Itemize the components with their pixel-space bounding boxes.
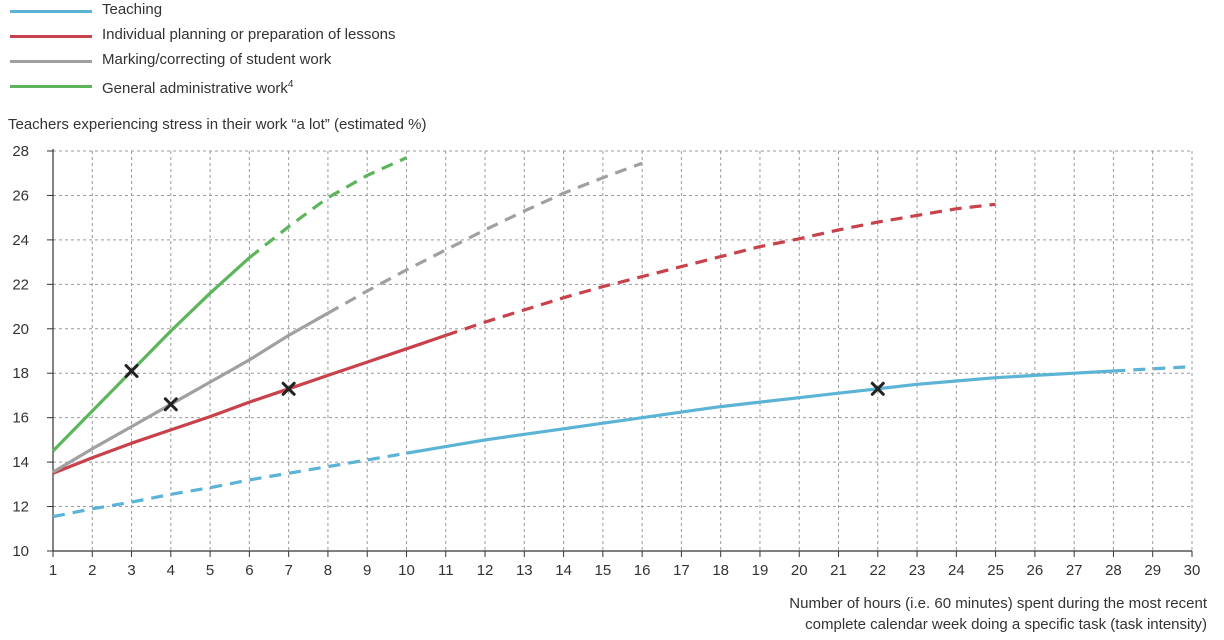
marker-planning-stroke-b bbox=[281, 381, 296, 396]
y-tick-label-26: 26 bbox=[12, 187, 29, 204]
x-tick-label-19: 19 bbox=[752, 562, 769, 579]
x-tick-label-13: 13 bbox=[516, 562, 533, 579]
x-tick-label-20: 20 bbox=[791, 562, 808, 579]
series-line-teaching-projected-high bbox=[1113, 365, 1193, 373]
y-tick-label-18: 18 bbox=[12, 365, 29, 382]
series-line-planning-projected-high bbox=[445, 202, 996, 337]
series-line-planning-observed bbox=[52, 333, 447, 475]
x-tick-label-5: 5 bbox=[206, 562, 214, 579]
y-tick-label-12: 12 bbox=[12, 499, 29, 516]
marker-marking-stroke-b bbox=[163, 397, 178, 412]
x-tick-label-30: 30 bbox=[1184, 562, 1201, 579]
x-tick-label-23: 23 bbox=[909, 562, 926, 579]
x-tick-label-21: 21 bbox=[830, 562, 847, 579]
marker-planning bbox=[281, 381, 296, 396]
series-line-teaching-projected-low bbox=[52, 451, 407, 519]
legend-swatch-teaching bbox=[10, 10, 92, 13]
marker-teaching bbox=[870, 381, 885, 396]
y-tick-label-10: 10 bbox=[12, 543, 29, 560]
x-tick-label-2: 2 bbox=[88, 562, 96, 579]
series-line-marking-observed bbox=[52, 311, 329, 474]
x-tick-label-18: 18 bbox=[712, 562, 729, 579]
marker-teaching-stroke-b bbox=[870, 381, 885, 396]
x-tick-label-14: 14 bbox=[555, 562, 572, 579]
legend-swatch-marking bbox=[10, 60, 92, 63]
x-tick-label-11: 11 bbox=[438, 562, 454, 579]
x-axis-title-line-2: complete calendar week doing a specific … bbox=[805, 616, 1207, 633]
x-tick-label-28: 28 bbox=[1105, 562, 1122, 579]
x-tick-label-10: 10 bbox=[398, 562, 415, 579]
legend-swatch-planning bbox=[10, 35, 92, 38]
x-tick-label-16: 16 bbox=[634, 562, 651, 579]
y-tick-label-20: 20 bbox=[12, 321, 29, 338]
x-tick-label-25: 25 bbox=[987, 562, 1004, 579]
legend-label-marking: Marking/correcting of student work bbox=[102, 51, 332, 68]
x-tick-label-6: 6 bbox=[245, 562, 253, 579]
x-axis-title: Number of hours (i.e. 60 minutes) spent … bbox=[789, 593, 1207, 635]
legend-label-planning: Individual planning or preparation of le… bbox=[102, 26, 396, 43]
legend-label-teaching: Teaching bbox=[102, 1, 163, 18]
x-tick-label-1: 1 bbox=[49, 562, 57, 579]
series-line-admin-observed bbox=[51, 256, 251, 453]
x-tick-label-4: 4 bbox=[167, 562, 175, 579]
y-tick-label-16: 16 bbox=[12, 410, 29, 427]
y-tick-label-22: 22 bbox=[12, 276, 29, 293]
series-markers bbox=[124, 364, 885, 412]
x-tick-label-22: 22 bbox=[869, 562, 886, 579]
series-line-marking-projected-high bbox=[327, 161, 643, 315]
marker-marking bbox=[163, 397, 178, 412]
x-tick-label-26: 26 bbox=[1027, 562, 1044, 579]
legend-swatch-admin bbox=[10, 85, 92, 88]
series-line-teaching-observed bbox=[406, 369, 1114, 455]
legend-footnote-marker: 4 bbox=[287, 79, 294, 90]
marker-admin bbox=[124, 364, 139, 378]
grid bbox=[53, 150, 1193, 551]
axes bbox=[47, 149, 1193, 557]
x-tick-label-17: 17 bbox=[673, 562, 690, 579]
y-tick-label-28: 28 bbox=[12, 143, 29, 160]
x-tick-label-12: 12 bbox=[477, 562, 494, 579]
series-lines bbox=[51, 156, 1193, 519]
x-tick-label-9: 9 bbox=[363, 562, 371, 579]
tick-labels: 1 2 3 4 5 6 7 8 9 10 11 12 13 14 15 16 17 18 19 20 21 22 23 24 2… bbox=[12, 143, 1200, 579]
y-tick-label-14: 14 bbox=[12, 454, 29, 471]
marker-admin-stroke-b bbox=[124, 364, 139, 378]
x-tick-label-7: 7 bbox=[284, 562, 292, 579]
y-axis-title: Teachers experiencing stress in their wo… bbox=[8, 116, 427, 133]
x-tick-label-29: 29 bbox=[1144, 562, 1161, 579]
x-tick-label-24: 24 bbox=[948, 562, 965, 579]
x-tick-label-15: 15 bbox=[595, 562, 612, 579]
x-tick-label-8: 8 bbox=[324, 562, 332, 579]
x-tick-label-27: 27 bbox=[1066, 562, 1083, 579]
x-tick-label-3: 3 bbox=[127, 562, 135, 579]
y-tick-label-24: 24 bbox=[12, 232, 29, 249]
x-axis-title-line-1: Number of hours (i.e. 60 minutes) spent … bbox=[789, 595, 1207, 612]
legend-label-admin: General administrative work4 bbox=[102, 75, 293, 99]
legend-label-admin-text: General administrative work bbox=[102, 80, 288, 97]
